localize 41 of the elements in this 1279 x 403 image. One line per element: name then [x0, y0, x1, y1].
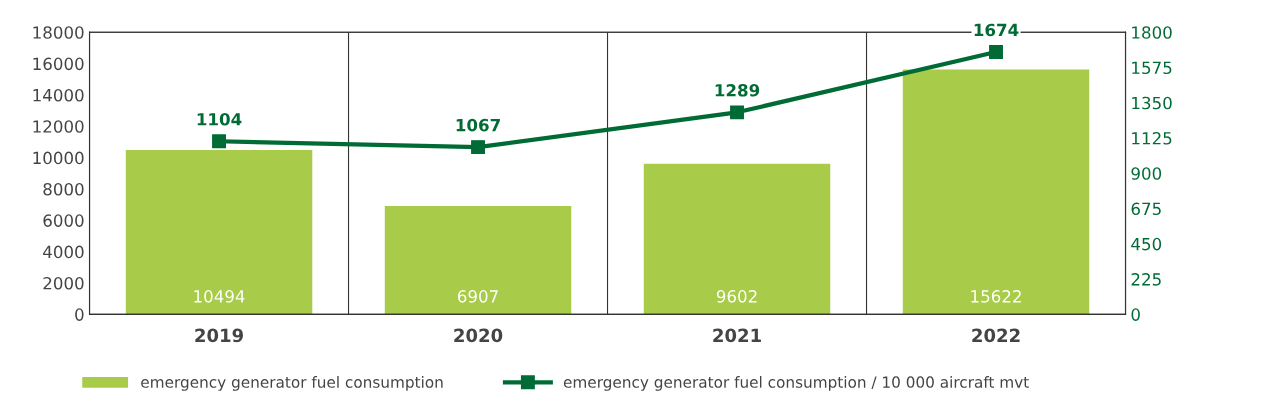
- bar: [902, 69, 1090, 315]
- point: [471, 140, 485, 155]
- y-tick-label: 14000: [33, 88, 84, 102]
- x-tick-label: 2020: [454, 328, 503, 343]
- y-tick-label: 2000: [43, 276, 84, 290]
- y-tick-label: 16000: [33, 57, 84, 71]
- y-tick-label: 18000: [33, 26, 84, 39]
- data-label: 10494: [194, 290, 245, 303]
- y-tick-label: 10000: [33, 151, 84, 165]
- y2-tick-label: 1125: [1132, 131, 1172, 145]
- y-tick-label: 0: [75, 308, 84, 321]
- y2-tick-label: 1575: [1132, 61, 1172, 75]
- y2-tick-label: 450: [1131, 237, 1162, 251]
- x-tick-label: 2021: [713, 328, 761, 343]
- data-label: 1674: [974, 23, 1019, 37]
- y2-tick-label: 900: [1131, 167, 1162, 180]
- x-tick-label: 2022: [972, 328, 1020, 343]
- bar: [384, 206, 572, 315]
- data-label: 1067: [456, 118, 500, 132]
- y-tick-label: 12000: [33, 120, 84, 133]
- data-label: 6907: [457, 290, 498, 303]
- y-tick-label: 6000: [43, 214, 84, 227]
- point: [989, 45, 1003, 59]
- point: [212, 134, 226, 149]
- y2-tick-label: 675: [1131, 202, 1161, 216]
- legend-label: emergency generator fuel consumption / 10 000 aircraft mvt: [563, 376, 1029, 391]
- y2-tick-label: 225: [1131, 273, 1161, 286]
- point: [730, 105, 744, 120]
- y-tick-label: 8000: [43, 182, 84, 196]
- x-tick-label: 2019: [195, 328, 243, 343]
- legend-label: emergency generator fuel consumption: [141, 376, 443, 391]
- y2-tick-label: 0: [1131, 308, 1140, 321]
- y2-tick-label: 1350: [1132, 96, 1172, 110]
- bar: [643, 163, 831, 315]
- y2-tick-label: 1800: [1132, 26, 1172, 39]
- bar: [125, 149, 313, 315]
- data-label: 1289: [715, 83, 760, 97]
- y-tick-label: 4000: [43, 245, 84, 259]
- data-label: 1104: [197, 112, 242, 126]
- data-label: 15622: [971, 290, 1021, 303]
- data-label: 9602: [716, 290, 757, 303]
